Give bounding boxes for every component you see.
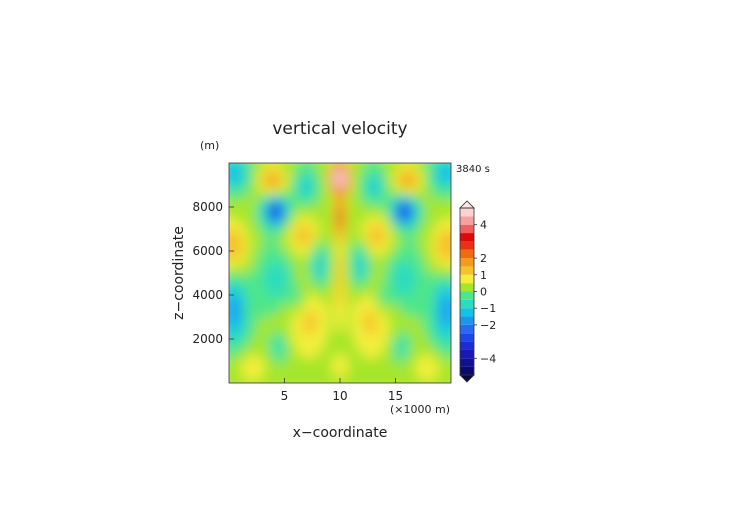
colorbar-tick-label: 1 — [480, 269, 487, 282]
colorbar-swatch — [460, 233, 474, 242]
time-label: 3840 s — [456, 164, 490, 175]
colorbar-extend-bottom — [459, 374, 475, 383]
x-axis-label: x−coordinate — [293, 425, 388, 441]
x-unit-label: (×1000 m) — [390, 403, 450, 416]
colorbar-swatch — [460, 241, 474, 250]
colorbar-swatch — [460, 299, 474, 309]
colorbar-swatch — [460, 316, 474, 325]
colorbar-swatch — [460, 283, 474, 292]
colorbar-swatch — [460, 308, 474, 317]
colorbar-swatch — [460, 333, 474, 342]
colorbar-swatch — [460, 341, 474, 350]
y-axis-label: z−coordinate — [171, 226, 187, 320]
colorbar-swatch — [460, 208, 474, 217]
colorbar-swatch — [460, 291, 474, 300]
colorbar-swatch — [460, 258, 474, 267]
colorbar-extend-top — [459, 200, 475, 209]
colorbar-swatch — [460, 366, 474, 375]
y-axis: 2000 4000 6000 8000 — [192, 200, 234, 346]
colorbar-swatch — [460, 274, 474, 284]
colorbar-swatch — [460, 249, 474, 259]
colorbar-tick-label: 2 — [480, 252, 487, 265]
colorbar-swatch — [460, 224, 474, 234]
y-tick-label: 8000 — [192, 200, 223, 214]
colorbar: 4 2 1 0 −1 −2 −4 — [459, 200, 496, 383]
colorbar-swatch — [460, 358, 474, 367]
chart-title: vertical velocity — [272, 119, 407, 139]
y-tick-label: 6000 — [192, 244, 223, 258]
colorbar-tick-label: −4 — [480, 352, 496, 365]
colorbar-tick-label: −2 — [480, 319, 496, 332]
y-tick-label: 2000 — [192, 332, 223, 346]
colorbar-swatch — [460, 266, 474, 275]
colorbar-tick-label: 4 — [480, 219, 487, 232]
y-unit-label: (m) — [200, 139, 219, 152]
colorbar-tick-label: 0 — [480, 286, 487, 299]
colorbar-swatch — [460, 349, 474, 359]
x-axis: 5 10 15 — [281, 378, 403, 403]
colorbar-swatch — [460, 324, 474, 334]
x-tick-label: 10 — [332, 389, 347, 403]
x-tick-label: 15 — [388, 389, 403, 403]
y-tick-label: 4000 — [192, 288, 223, 302]
x-tick-label: 5 — [281, 389, 289, 403]
plot-area — [229, 163, 451, 383]
colorbar-tick-label: −1 — [480, 302, 496, 315]
colorbar-swatch — [460, 216, 474, 225]
